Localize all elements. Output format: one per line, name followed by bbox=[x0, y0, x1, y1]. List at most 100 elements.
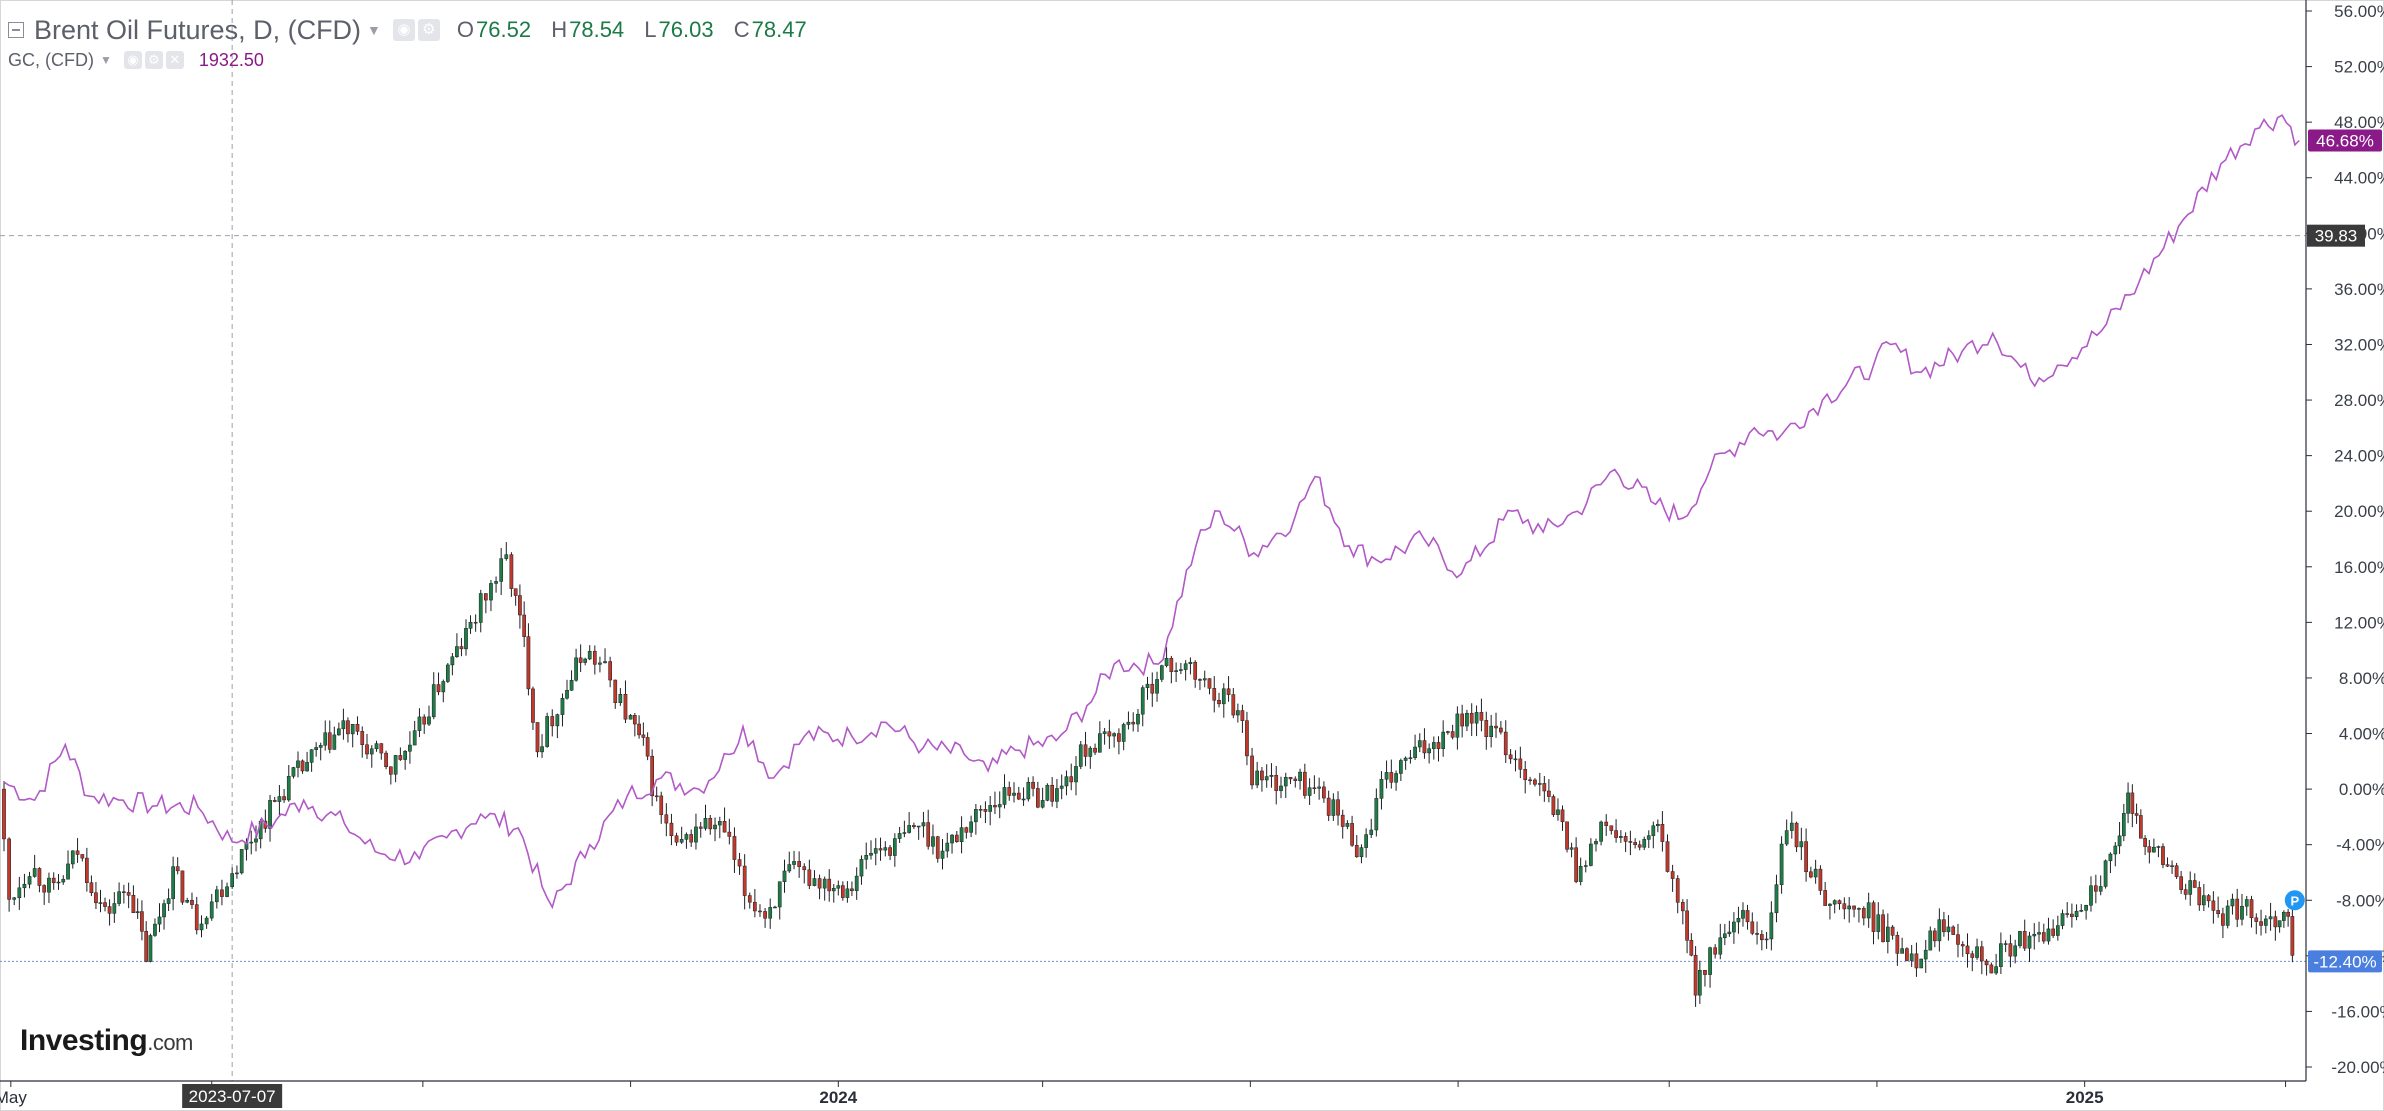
candle bbox=[56, 874, 61, 890]
candle-body bbox=[37, 868, 42, 886]
candle-body bbox=[1508, 754, 1513, 760]
candle-body bbox=[1718, 937, 1723, 955]
candle-body bbox=[822, 878, 827, 889]
candle bbox=[473, 614, 478, 632]
candle-body bbox=[1312, 787, 1317, 789]
candle-body bbox=[1183, 663, 1188, 670]
candle bbox=[1909, 944, 1914, 967]
candle-body bbox=[1809, 871, 1813, 878]
candle-body bbox=[2282, 911, 2286, 921]
candle-body bbox=[2259, 921, 2263, 926]
candle bbox=[674, 832, 679, 846]
candle bbox=[1680, 899, 1685, 925]
candle bbox=[1736, 906, 1741, 934]
gear-icon[interactable]: ⚙ bbox=[417, 19, 440, 41]
chevron-down-icon[interactable]: ▼ bbox=[99, 53, 112, 67]
candle bbox=[2290, 906, 2295, 963]
candle-body bbox=[431, 684, 436, 718]
candle-body bbox=[555, 714, 560, 727]
candle-body bbox=[2206, 895, 2211, 902]
eye-icon[interactable]: ◉ bbox=[123, 51, 142, 69]
candle-body bbox=[883, 847, 888, 851]
candle bbox=[2060, 909, 2065, 930]
candle bbox=[22, 873, 27, 898]
chevron-down-icon[interactable]: ▼ bbox=[367, 22, 381, 38]
candle-body bbox=[940, 850, 945, 859]
candle bbox=[763, 908, 767, 928]
candle bbox=[1914, 942, 1919, 977]
crosshair-date-label: 2023-07-07 bbox=[189, 1087, 276, 1106]
candle-body bbox=[1881, 914, 1885, 942]
candle-body bbox=[1722, 933, 1727, 938]
candle bbox=[180, 870, 185, 905]
candle-body bbox=[522, 614, 527, 637]
candle bbox=[1523, 760, 1528, 794]
candle-body bbox=[1255, 770, 1260, 786]
candle bbox=[1379, 771, 1384, 810]
primary-title: Brent Oil Futures, D, (CFD) bbox=[34, 14, 362, 45]
candle-body bbox=[518, 595, 522, 616]
close-icon[interactable]: ✕ bbox=[165, 51, 184, 69]
candle bbox=[727, 818, 732, 845]
candle bbox=[1685, 899, 1689, 954]
candle-body bbox=[1293, 778, 1298, 781]
candle-body bbox=[988, 805, 993, 812]
candle-body bbox=[608, 661, 612, 681]
gold-last-price-badge-bg bbox=[2308, 129, 2382, 152]
candle bbox=[2113, 842, 2118, 867]
candle-body bbox=[669, 822, 674, 837]
candle-body bbox=[12, 897, 17, 900]
candle bbox=[840, 881, 845, 901]
candle-body bbox=[1317, 786, 1321, 789]
candle bbox=[2156, 845, 2161, 858]
candle-body bbox=[135, 911, 140, 914]
candle bbox=[1857, 907, 1861, 923]
candle-body bbox=[773, 906, 777, 909]
candle bbox=[122, 884, 126, 904]
candle bbox=[753, 889, 757, 918]
candle bbox=[2079, 904, 2084, 913]
candle bbox=[1188, 657, 1193, 675]
candle bbox=[1956, 923, 1960, 958]
candle bbox=[27, 871, 32, 889]
candle bbox=[1837, 899, 1842, 910]
candle-body bbox=[2152, 846, 2156, 853]
candle-body bbox=[1394, 773, 1398, 783]
candle-body bbox=[214, 889, 219, 903]
candle bbox=[664, 803, 669, 837]
candle bbox=[2249, 895, 2254, 928]
candle bbox=[703, 804, 708, 831]
candle bbox=[2018, 930, 2022, 949]
candle bbox=[2230, 893, 2235, 915]
candle-body bbox=[1179, 669, 1183, 671]
candle-body bbox=[56, 881, 61, 884]
collapse-icon[interactable] bbox=[8, 22, 24, 38]
candle-body bbox=[1975, 946, 1979, 958]
candle-body bbox=[1861, 908, 1866, 919]
candle bbox=[569, 670, 574, 691]
candle-body bbox=[1784, 830, 1789, 845]
candle bbox=[831, 883, 836, 903]
candle bbox=[89, 875, 94, 897]
candle-body bbox=[1431, 742, 1436, 749]
candle bbox=[1503, 720, 1508, 763]
candle bbox=[1799, 827, 1804, 861]
gear-icon[interactable]: ⚙ bbox=[144, 51, 163, 69]
candle-body bbox=[1441, 731, 1446, 749]
candle bbox=[2211, 891, 2216, 924]
candle bbox=[1031, 776, 1035, 797]
eye-icon[interactable]: ◉ bbox=[392, 19, 415, 41]
candle-body bbox=[66, 863, 70, 880]
candle-body bbox=[1866, 902, 1871, 919]
candle bbox=[51, 872, 56, 890]
candle-body bbox=[2098, 886, 2103, 892]
candle bbox=[162, 899, 166, 930]
candle-body bbox=[2, 788, 6, 840]
candle bbox=[1083, 731, 1088, 767]
candle bbox=[1260, 767, 1264, 792]
candle bbox=[1183, 660, 1188, 681]
candle bbox=[1565, 821, 1569, 853]
candle bbox=[737, 852, 742, 875]
candle bbox=[1107, 719, 1112, 749]
